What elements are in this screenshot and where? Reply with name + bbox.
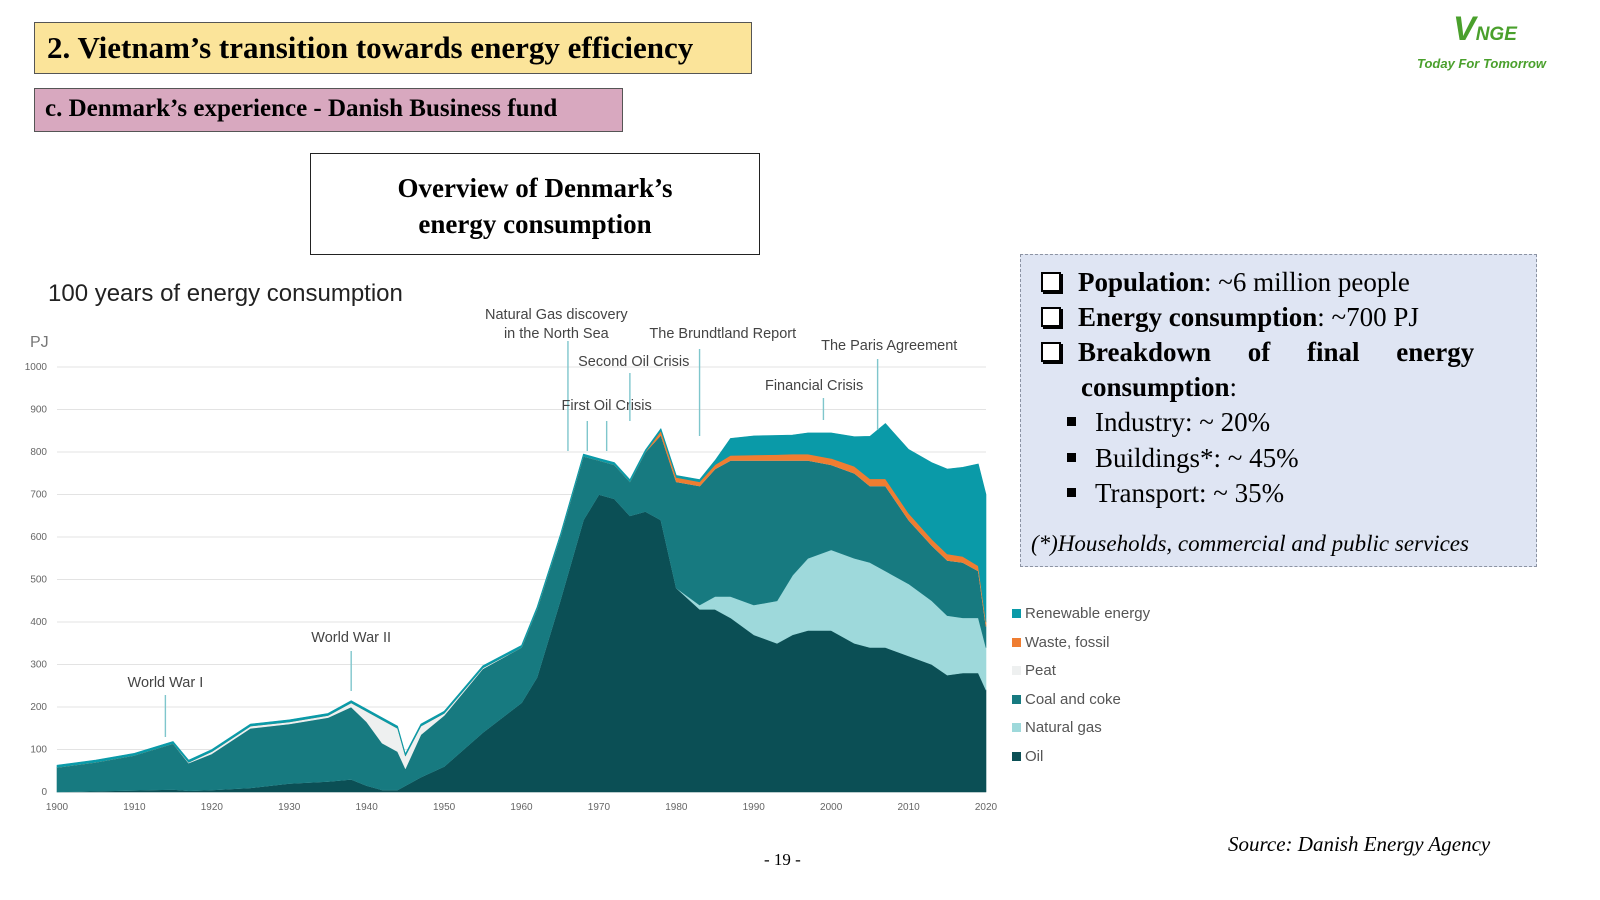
legend-item: Peat [1012,662,1150,691]
bullet-icon [1067,488,1076,497]
y-axis-ticks: 0 100 200 300 400 500 600 700 800 900 1000 [25,362,48,798]
fact-population: Population: ~6 million people [1041,267,1410,298]
chart-title: 100 years of energy consumption [48,280,403,307]
chart-legend: Renewable energy Waste, fossil Peat Coal an… [1012,605,1150,777]
x-tick-label: 1920 [201,802,224,813]
fact-breakdown-cont: consumption: [1081,372,1238,402]
checkbox-icon [1041,342,1061,362]
annotation-label: Second Oil Crisis [578,354,689,370]
legend-swatch [1012,609,1021,618]
y-tick-label: 400 [30,617,47,628]
legend-label: Coal and coke [1025,690,1121,708]
legend-swatch [1012,666,1021,676]
x-tick-label: 1930 [278,802,301,813]
chart-annotations: World War I World War II Natural Gas disco… [128,307,957,737]
x-tick-label: 1910 [123,802,146,813]
bullet-icon [1067,453,1076,462]
x-tick-label: 1900 [46,802,69,813]
y-axis-label: PJ [30,334,49,351]
x-tick-label: 1940 [356,802,379,813]
annotation-label: World War I [128,675,204,691]
breakdown-buildings: Buildings*: ~ 45% [1067,443,1299,474]
overview-line-2: energy consumption [418,209,652,239]
fact-energy-consumption: Energy consumption: ~700 PJ [1041,302,1419,333]
legend-label: Waste, fossil [1025,633,1110,651]
legend-item: Coal and coke [1012,691,1150,720]
legend-label: Peat [1025,662,1056,680]
x-axis-ticks: 1900 1910 1920 1930 1940 1950 1960 1970 1980 1990… [46,802,998,813]
overview-line-1: Overview of Denmark’s [397,173,673,203]
logo-mark-big: V [1453,10,1476,48]
breakdown-footnote: (*)Households, commercial and public ser… [1031,531,1469,556]
legend-item: Oil [1012,748,1150,777]
annotation-label: The Paris Agreement [821,338,957,354]
y-tick-label: 800 [30,447,47,458]
y-tick-label: 100 [30,745,47,756]
x-tick-label: 1970 [588,802,611,813]
annotation-label: Financial Crisis [765,378,863,394]
legend-item: Waste, fossil [1012,634,1150,663]
area-renewable-energy [56,423,987,768]
x-tick-label: 1960 [510,802,533,813]
y-tick-label: 300 [30,660,47,671]
fact-breakdown: Breakdown of final energy [1041,337,1511,368]
source-citation: Source: Danish Energy Agency [1228,832,1491,856]
bullet-icon [1067,417,1076,426]
legend-swatch [1012,637,1021,647]
logo-mark: VNGE [1453,10,1517,49]
slide-subtitle: c. Denmark’s experience - Danish Busines… [45,95,558,122]
energy-consumption-chart: 100 years of energy consumption PJ 0 100 2… [25,280,998,813]
x-tick-label: 1990 [743,802,766,813]
annotation-label: World War II [311,630,391,646]
legend-item: Renewable energy [1012,605,1150,634]
annotation-label: in the North Sea [504,326,610,342]
checkbox-icon [1041,272,1061,292]
overview-box: Overview of Denmark’s energy consumption [310,153,760,255]
logo-tagline: Today For Tomorrow [1417,56,1547,71]
legend-label: Natural gas [1025,719,1102,737]
breakdown-transport: Transport: ~ 35% [1067,478,1284,509]
annotation-label: The Brundtland Report [649,326,796,342]
y-tick-label: 900 [30,405,47,416]
checkbox-icon [1041,307,1061,327]
slide-subtitle-box: c. Denmark’s experience - Danish Busines… [34,88,623,132]
x-tick-label: 1950 [433,802,456,813]
vnge-logo: VNGE Today For Tomorrow [1405,8,1565,78]
legend-label: Oil [1025,747,1044,765]
slide-title: 2. Vietnam’s transition towards energy e… [47,30,694,65]
x-tick-label: 1980 [665,802,688,813]
key-facts-box: Population: ~6 million people Energy con… [1020,254,1537,567]
page-number: - 19 - [764,850,801,869]
annotation-label: Natural Gas discovery [485,307,628,323]
stacked-areas [56,423,987,793]
annotation-label: First Oil Crisis [562,398,652,414]
legend-label: Renewable energy [1025,605,1151,622]
logo-mark-small: NGE [1475,24,1517,45]
y-tick-label: 200 [30,702,47,713]
legend-swatch [1012,694,1021,704]
breakdown-industry: Industry: ~ 20% [1067,407,1270,438]
y-tick-label: 0 [41,787,47,798]
slide-title-box: 2. Vietnam’s transition towards energy e… [34,22,752,74]
x-tick-label: 2000 [820,802,843,813]
legend-swatch [1012,751,1021,761]
y-tick-label: 600 [30,532,47,543]
legend-item: Natural gas [1012,719,1150,748]
y-tick-label: 500 [30,575,47,586]
y-tick-label: 1000 [25,362,48,373]
legend-swatch [1012,723,1021,733]
x-tick-label: 2020 [975,802,998,813]
y-tick-label: 700 [30,490,47,501]
x-tick-label: 2010 [897,802,920,813]
